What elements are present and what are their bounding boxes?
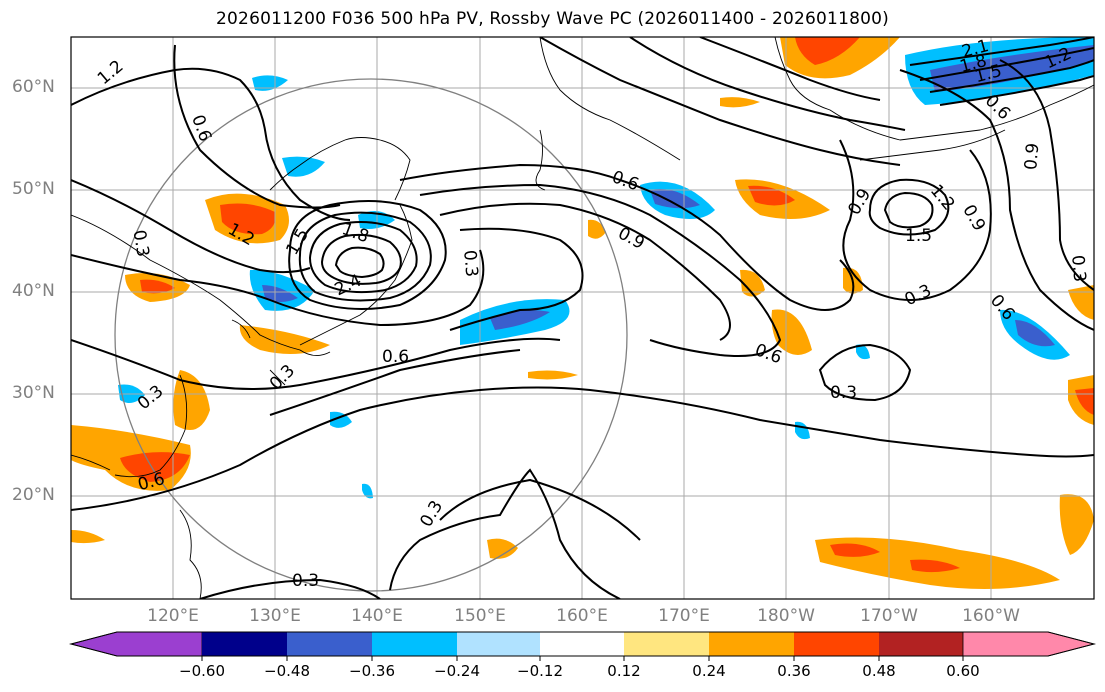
range-circle bbox=[114, 78, 628, 592]
contour-label: 0.3 bbox=[292, 571, 319, 591]
lat-label-60n: 60°N bbox=[12, 77, 55, 97]
lat-label-50n: 50°N bbox=[12, 179, 55, 199]
colorbar-segment bbox=[202, 632, 287, 656]
colorbar-segment bbox=[287, 632, 372, 656]
contour-label: 0.3 bbox=[459, 249, 481, 278]
coastlines bbox=[71, 37, 1094, 599]
colorbar-tick-label: −0.24 bbox=[434, 662, 480, 680]
cool-patch-core bbox=[262, 285, 298, 302]
colorbar-tick-label: 0.12 bbox=[607, 662, 641, 680]
warm-patch bbox=[588, 219, 606, 239]
contour-label: 0.6 bbox=[382, 347, 409, 367]
colorbar-segment bbox=[69, 631, 203, 657]
lat-label-30n: 30°N bbox=[12, 383, 55, 403]
cool-patch-core bbox=[1015, 320, 1055, 347]
map-frame bbox=[70, 36, 1095, 600]
colorbar-tick-label: 0.48 bbox=[862, 662, 896, 680]
lon-label-130e: 130°E bbox=[249, 606, 301, 626]
lon-label-170w: 170°W bbox=[860, 606, 918, 626]
warm-patch-core bbox=[140, 279, 175, 294]
colorbar-tick-label: −0.12 bbox=[517, 662, 563, 680]
lon-label-180w: 180°W bbox=[757, 606, 815, 626]
warm-patch-core bbox=[795, 37, 860, 65]
warm-patch bbox=[528, 370, 578, 380]
lon-label-140e: 140°E bbox=[351, 606, 403, 626]
colorbar-segment bbox=[624, 632, 709, 656]
colorbar-tick-label: −0.60 bbox=[179, 662, 225, 680]
colorbar-tick-label: 0.60 bbox=[946, 662, 980, 680]
warm-patch bbox=[740, 269, 765, 297]
warm-patch-core bbox=[748, 185, 795, 206]
cool-patch bbox=[252, 75, 288, 91]
warm-patch bbox=[71, 530, 105, 544]
cool-patch bbox=[330, 411, 352, 428]
warm-patch bbox=[720, 97, 760, 108]
colorbar-segment bbox=[962, 631, 1096, 657]
warm-patch-core bbox=[1075, 388, 1094, 415]
graticule bbox=[71, 37, 1094, 599]
colorbar-segment bbox=[794, 632, 879, 656]
cool-patch-core bbox=[490, 310, 550, 330]
warm-patch bbox=[239, 325, 330, 354]
warm-patch bbox=[487, 538, 518, 559]
lat-label-20n: 20°N bbox=[12, 485, 55, 505]
contour-label: 0.3 bbox=[1067, 254, 1089, 283]
colorbar-tick-label: −0.36 bbox=[349, 662, 395, 680]
cool-patch bbox=[282, 156, 325, 177]
pv-contours bbox=[71, 37, 1094, 599]
warm-patch bbox=[1068, 285, 1094, 320]
lon-label-160e: 160°E bbox=[556, 606, 608, 626]
colorbar bbox=[69, 631, 1096, 661]
contour-label: 0.3 bbox=[128, 228, 152, 258]
contour-label: 1.5 bbox=[905, 226, 932, 246]
lon-label-120e: 120°E bbox=[147, 606, 199, 626]
cool-patch-core bbox=[650, 189, 700, 209]
cool-patch bbox=[362, 483, 373, 499]
colorbar-tick-label: −0.48 bbox=[264, 662, 310, 680]
map-title: 2026011200 F036 500 hPa PV, Rossby Wave … bbox=[216, 9, 889, 29]
colorbar-segment bbox=[457, 632, 540, 656]
contour-label: 0.3 bbox=[830, 383, 857, 403]
lon-label-160w: 160°W bbox=[962, 606, 1020, 626]
colorbar-segment bbox=[540, 632, 624, 656]
warm-patch-core bbox=[830, 543, 880, 557]
contour-label: 0.9 bbox=[1021, 142, 1043, 171]
warm-patch-core bbox=[220, 203, 276, 235]
warm-patch bbox=[1059, 494, 1094, 555]
cool-patch bbox=[856, 344, 870, 360]
lon-label-150e: 150°E bbox=[454, 606, 506, 626]
warm-patch bbox=[771, 309, 812, 355]
lon-label-170e: 170°E bbox=[658, 606, 710, 626]
colorbar-tick-label: 0.36 bbox=[777, 662, 811, 680]
colorbar-tick-label: 0.24 bbox=[692, 662, 726, 680]
lat-label-40n: 40°N bbox=[12, 281, 55, 301]
warm-patch-core bbox=[910, 559, 960, 573]
colorbar-segment bbox=[709, 632, 794, 656]
colorbar-segment bbox=[372, 632, 457, 656]
colorbar-segment bbox=[879, 632, 963, 656]
